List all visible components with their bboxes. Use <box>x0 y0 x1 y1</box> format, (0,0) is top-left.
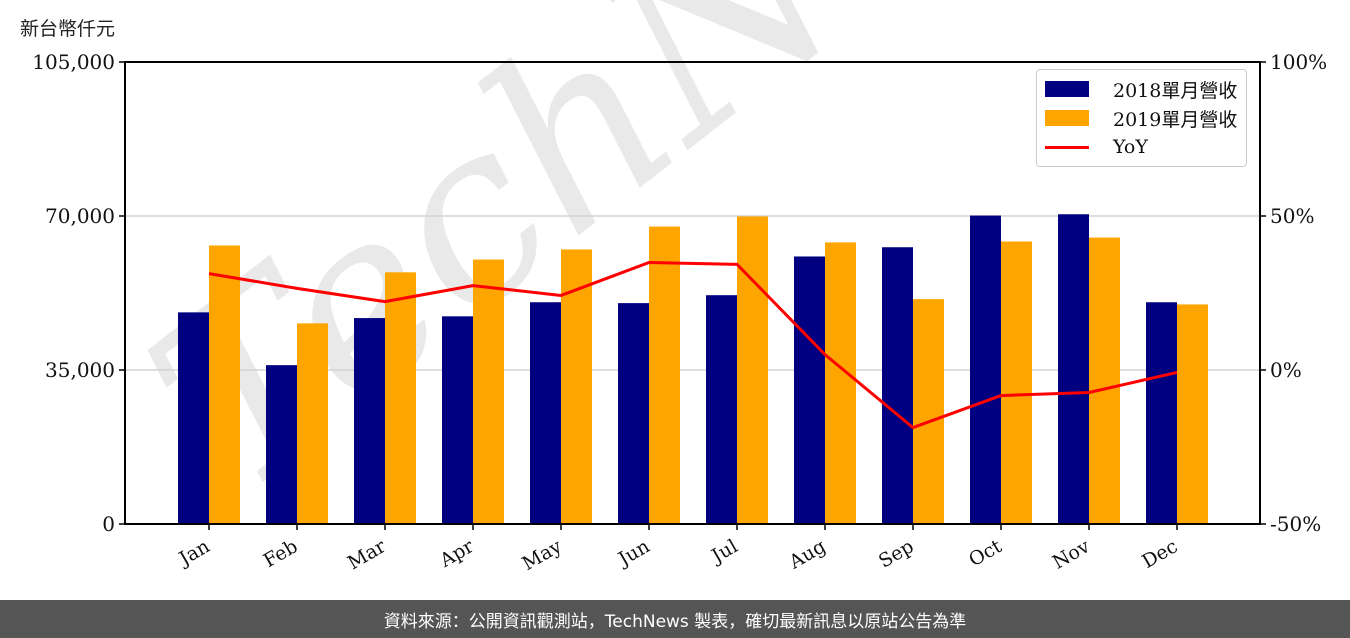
bar-2019 <box>385 272 416 524</box>
bar-line-chart: TechNews035,00070,000105,000-50%0%50%100… <box>32 0 1327 575</box>
bar-2019 <box>297 323 328 524</box>
x-tick-label: Mar <box>344 535 390 574</box>
plot-frame <box>124 61 1261 525</box>
x-tick-label: Sep <box>875 535 918 572</box>
y-tick-label: 70,000 <box>45 204 115 228</box>
x-tick-label: Dec <box>1138 535 1181 573</box>
y-tick-label: 0 <box>102 512 115 536</box>
x-tick-label: Feb <box>260 535 302 572</box>
bar-2019 <box>1177 304 1208 524</box>
y2-tick-label: -50% <box>1270 512 1321 536</box>
x-tick-label: Jun <box>613 535 654 571</box>
chart-legend: 2018單月營收 2019單月營收 YoY <box>1036 69 1247 167</box>
y2-tick-label: 100% <box>1270 50 1327 74</box>
yoy-line <box>208 261 1178 430</box>
legend-label-2018: 2018單月營收 <box>1113 79 1238 102</box>
x-tick-label: Nov <box>1049 535 1094 574</box>
y-tick-label: 105,000 <box>32 50 115 74</box>
bar-2018 <box>618 303 649 524</box>
bar-2019 <box>649 226 680 524</box>
bar-2018 <box>1058 214 1089 525</box>
legend-item-2018: 2018單月營收 <box>1045 76 1237 102</box>
x-tick-label: May <box>519 535 566 575</box>
x-tick-label: Apr <box>435 535 478 572</box>
bar-2018 <box>442 316 473 524</box>
legend-item-2019: 2019單月營收 <box>1045 105 1237 131</box>
y2-tick-label: 50% <box>1270 204 1314 228</box>
bar-2018 <box>882 247 913 525</box>
bar-2019 <box>209 245 240 525</box>
bar-2018 <box>706 295 737 524</box>
bar-2018 <box>530 302 561 524</box>
x-tick-label: Aug <box>785 535 830 574</box>
bar-2019 <box>1089 237 1120 524</box>
legend-swatch-2018 <box>1045 81 1089 97</box>
bar-2019 <box>1001 241 1032 524</box>
legend-item-yoy: YoY <box>1045 134 1148 160</box>
legend-swatch-2019 <box>1045 110 1089 126</box>
bar-2018 <box>178 312 209 524</box>
x-tick-label: Jan <box>174 535 214 571</box>
source-footer: 資料來源：公開資訊觀測站，TechNews 製表，確切最新訊息以原站公告為準 <box>0 600 1350 638</box>
bar-2018 <box>970 215 1001 524</box>
bar-2019 <box>913 299 944 524</box>
bar-2019 <box>825 242 856 524</box>
bar-2018 <box>266 365 297 524</box>
x-tick-label: Oct <box>965 535 1006 571</box>
bar-2018 <box>1146 302 1177 524</box>
y2-tick-label: 0% <box>1270 358 1302 382</box>
bar-2018 <box>794 256 825 524</box>
unit-label: 新台幣仟元 <box>20 18 116 40</box>
legend-label-2019: 2019單月營收 <box>1113 108 1238 131</box>
bar-2019 <box>473 259 504 524</box>
footer-text: 資料來源：公開資訊觀測站，TechNews 製表，確切最新訊息以原站公告為準 <box>383 611 967 632</box>
bar-2019 <box>561 249 592 524</box>
legend-label-yoy: YoY <box>1113 136 1148 158</box>
x-tick-label: Jul <box>706 535 741 568</box>
y-tick-label: 35,000 <box>45 358 115 382</box>
bar-2018 <box>354 318 385 524</box>
legend-line-yoy <box>1045 145 1089 149</box>
bar-2019 <box>737 216 768 524</box>
